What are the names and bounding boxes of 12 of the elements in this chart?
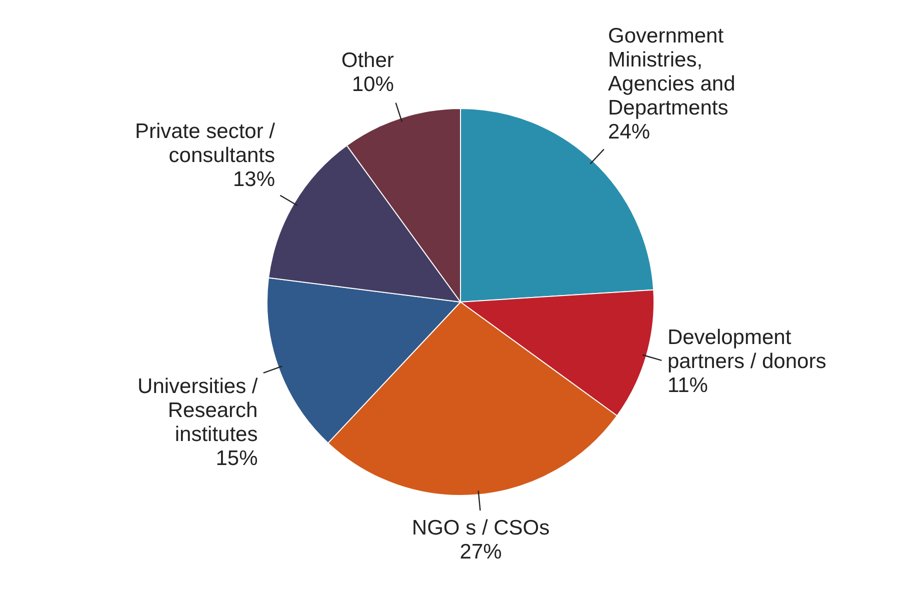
data-label: 27% (460, 540, 502, 564)
slice-label: Universities / Research institutes (138, 374, 258, 446)
slice-label: Private sector / consultants (134, 120, 276, 168)
data-label: 24% (608, 120, 650, 144)
slice-label: NGO s / CSOs (412, 516, 550, 540)
slice-label: Other (341, 48, 394, 72)
data-label: 10% (352, 72, 394, 96)
slice-label: Development partners / donors (667, 326, 826, 373)
slice-label: Government Ministries, Agencies and Departments (608, 24, 736, 120)
data-label: 11% (667, 374, 708, 397)
data-label: 13% (232, 168, 276, 192)
data-label: 15% (216, 446, 258, 470)
